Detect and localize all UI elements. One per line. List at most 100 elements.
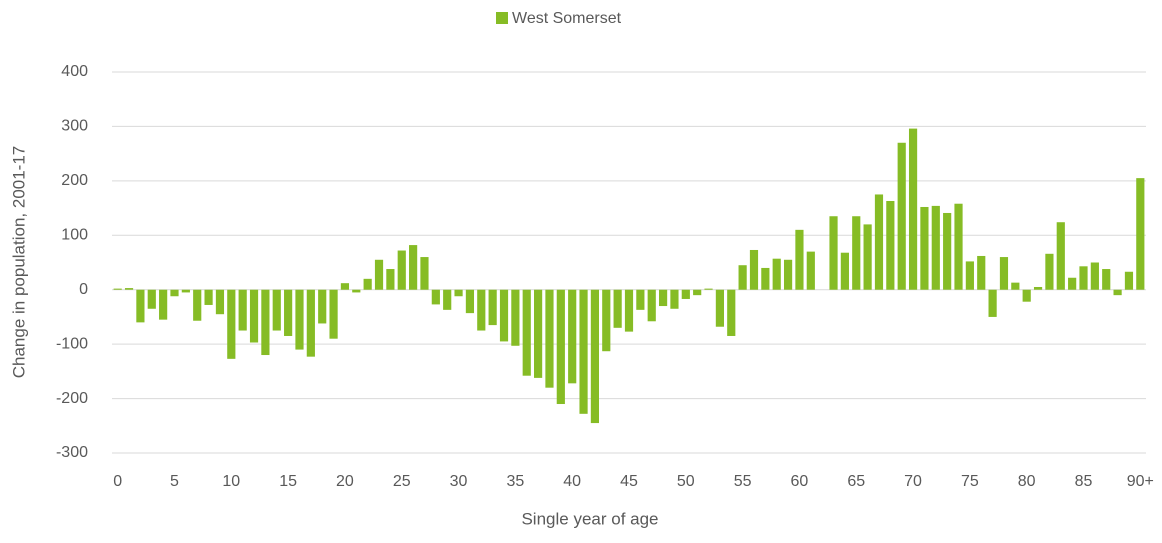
x-tick-label: 0 <box>113 473 122 490</box>
bar <box>636 289 645 310</box>
bar <box>624 289 634 332</box>
bar <box>1090 262 1099 290</box>
bar <box>647 289 656 322</box>
bar <box>431 289 440 305</box>
legend-label: West Somerset <box>512 10 622 27</box>
bar <box>897 142 906 290</box>
bar <box>954 203 963 290</box>
bar <box>1136 178 1145 290</box>
y-tick-label: 300 <box>61 118 88 135</box>
bar <box>420 257 429 290</box>
bar <box>374 259 384 290</box>
bar <box>908 128 918 290</box>
bar <box>1045 253 1054 290</box>
x-tick-label: 50 <box>677 473 695 490</box>
bar <box>204 289 213 305</box>
bar <box>170 289 179 297</box>
y-tick-label: 200 <box>61 172 88 189</box>
y-tick-label: -100 <box>56 335 88 352</box>
x-axis-title: Single year of age <box>521 509 658 528</box>
bar <box>886 200 895 290</box>
bar <box>658 289 668 307</box>
bar <box>499 289 509 342</box>
bar <box>181 289 190 293</box>
bar <box>1022 289 1031 302</box>
bar <box>999 257 1009 290</box>
x-tick-label: 10 <box>222 473 240 490</box>
bar <box>1033 286 1043 290</box>
bar <box>272 289 281 331</box>
bar <box>159 289 168 320</box>
legend-swatch <box>496 12 508 24</box>
bar <box>568 289 577 384</box>
bar <box>329 289 338 339</box>
bar <box>443 289 452 310</box>
x-tick-label: 40 <box>563 473 581 490</box>
y-tick-label: 400 <box>61 63 88 80</box>
bar <box>874 194 884 290</box>
bar <box>715 289 724 327</box>
bar <box>227 289 236 359</box>
bar <box>613 289 622 328</box>
x-tick-label: 20 <box>336 473 354 490</box>
bar <box>795 229 804 290</box>
bar <box>454 289 463 297</box>
bar <box>806 251 815 290</box>
bar <box>693 289 702 296</box>
bar <box>783 259 793 290</box>
x-tick-label: 30 <box>450 473 468 490</box>
bar <box>965 261 974 290</box>
x-tick-label: 65 <box>847 473 865 490</box>
bar <box>1068 277 1077 290</box>
y-axis-title: Change in population, 2001-17 <box>9 146 28 379</box>
bar <box>386 269 395 290</box>
bar <box>670 289 679 309</box>
x-tick-label: 80 <box>1018 473 1036 490</box>
bar <box>488 289 497 326</box>
bar <box>590 289 600 424</box>
bar <box>931 205 940 290</box>
y-tick-label: 0 <box>79 281 88 298</box>
bar <box>238 289 247 331</box>
bar <box>1079 266 1088 290</box>
x-tick-label: 25 <box>393 473 411 490</box>
x-tick-label: 45 <box>620 473 638 490</box>
bar <box>579 289 588 414</box>
bar <box>113 288 122 290</box>
bar <box>829 216 838 290</box>
bar <box>704 288 713 290</box>
bar <box>363 278 372 290</box>
bar <box>988 289 997 317</box>
bar <box>772 258 781 290</box>
bar <box>1102 269 1111 290</box>
bar <box>852 216 861 290</box>
bar <box>943 212 952 290</box>
bar <box>738 265 747 290</box>
bar <box>840 252 849 290</box>
bar <box>397 250 406 290</box>
bar <box>136 289 145 323</box>
bar <box>545 289 554 388</box>
bar <box>749 249 759 290</box>
x-tick-label: 35 <box>506 473 524 490</box>
x-tick-label: 75 <box>961 473 979 490</box>
x-tick-label: 90+ <box>1127 473 1154 490</box>
bar <box>215 289 225 315</box>
bar <box>477 289 486 331</box>
bar <box>727 289 736 336</box>
bar <box>534 289 543 378</box>
bar <box>1113 289 1122 296</box>
bar <box>1011 282 1020 290</box>
bar <box>147 289 156 309</box>
x-tick-label: 85 <box>1075 473 1093 490</box>
bar <box>681 289 690 299</box>
bar <box>602 289 611 352</box>
x-tick-label: 70 <box>904 473 922 490</box>
bar <box>511 289 520 346</box>
bar <box>340 283 350 290</box>
y-tick-label: 100 <box>61 227 88 244</box>
bar <box>522 289 531 376</box>
bar <box>977 255 986 290</box>
bar <box>295 289 304 350</box>
